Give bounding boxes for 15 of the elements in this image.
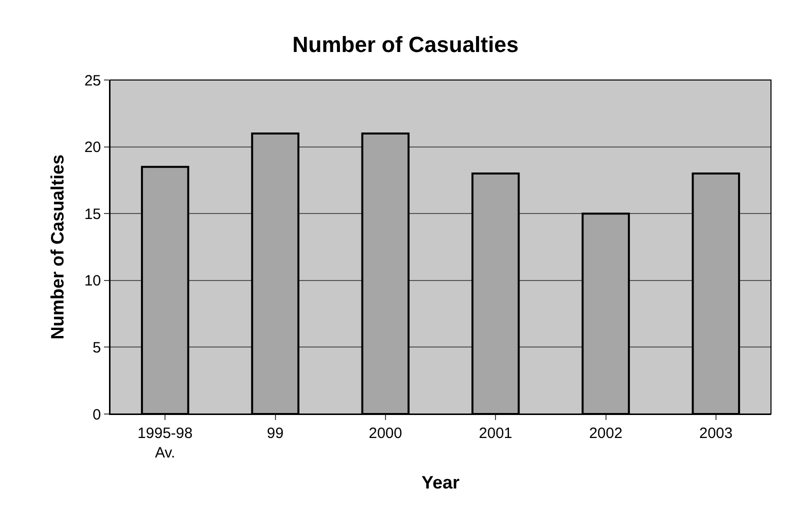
y-axis-title: Number of Casualties bbox=[48, 154, 68, 340]
x-tick-label: 1995-98 Av. bbox=[138, 425, 193, 462]
y-tick-label: 10 bbox=[84, 272, 101, 290]
y-tick-label: 25 bbox=[84, 72, 101, 90]
y-tick-label: 20 bbox=[84, 139, 101, 156]
x-tick-label: 99 bbox=[266, 425, 284, 442]
x-axis-title: Year bbox=[421, 472, 460, 493]
y-tick-label: 15 bbox=[84, 206, 101, 223]
y-tick-label: 5 bbox=[92, 339, 101, 356]
x-tick-label: 2001 bbox=[478, 425, 512, 442]
x-tick-label: 2003 bbox=[699, 425, 733, 442]
chart-title: Number of Casualties bbox=[292, 32, 519, 58]
x-tick-label: 2000 bbox=[368, 425, 402, 442]
y-tick-label: 0 bbox=[92, 406, 101, 424]
x-tick-label: 2002 bbox=[589, 425, 622, 442]
